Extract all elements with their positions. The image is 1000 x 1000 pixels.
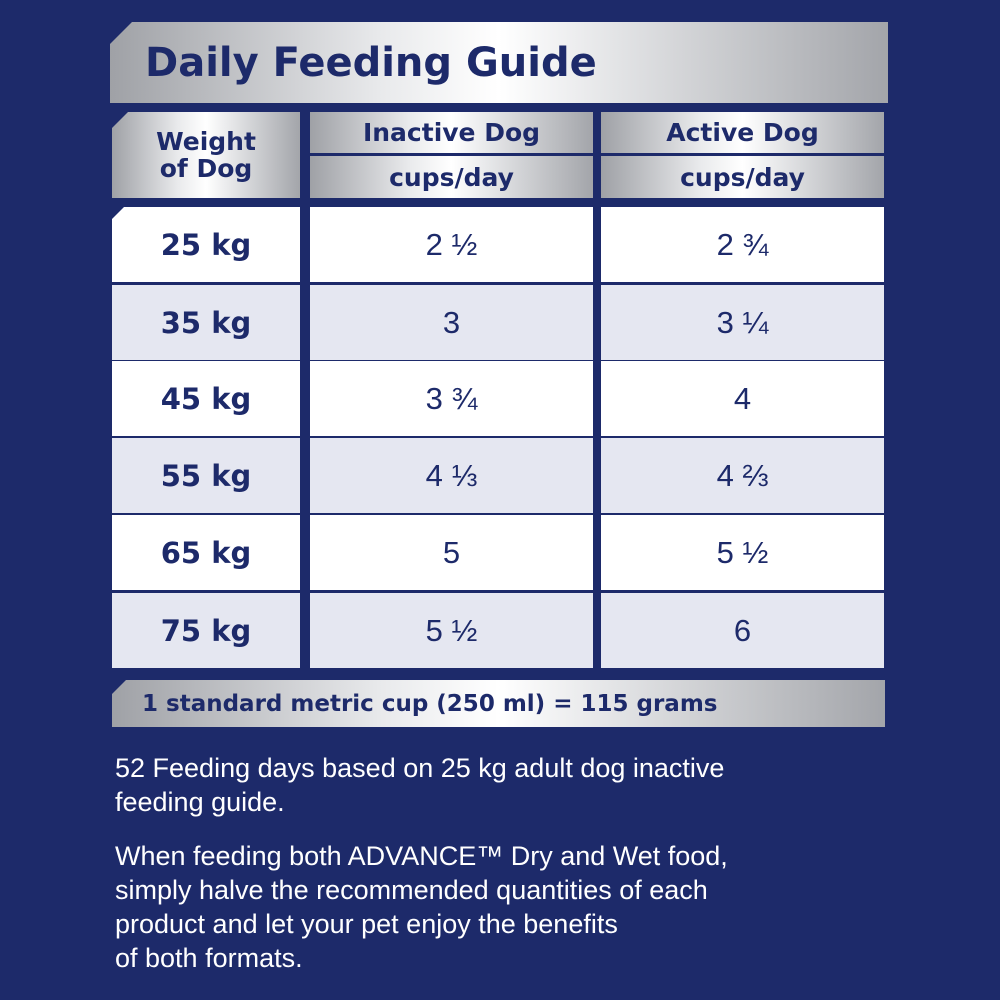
inactive-unit: cups/day (310, 156, 593, 198)
inactive-header: Inactive Dog (310, 112, 593, 153)
amount-cell: 3 ¾ (310, 361, 593, 436)
header-line: of Dog (159, 154, 253, 183)
weight-cell: 65 kg (112, 515, 300, 590)
note-line: product and let your pet enjoy the benef… (115, 909, 618, 939)
title-band: Daily Feeding Guide (110, 22, 888, 103)
amount-cell: 4 ⅔ (601, 438, 884, 513)
note-line: When feeding both ADVANCE™ Dry and Wet f… (115, 841, 728, 871)
amount-cell: 5 ½ (310, 593, 593, 668)
weight-cell: 75 kg (112, 593, 300, 668)
weight-cell: 35 kg (112, 285, 300, 360)
note-line: 52 Feeding days based on 25 kg adult dog… (115, 753, 725, 783)
amount-cell: 6 (601, 593, 884, 668)
amount-cell: 5 ½ (601, 515, 884, 590)
weight-cell: 55 kg (112, 438, 300, 513)
note-line: of both formats. (115, 943, 303, 973)
active-header: Active Dog (601, 112, 884, 153)
active-unit: cups/day (601, 156, 884, 198)
amount-cell: 4 ⅓ (310, 438, 593, 513)
amount-cell: 2 ¾ (601, 207, 884, 282)
footnote-band: 1 standard metric cup (250 ml) = 115 gra… (112, 680, 885, 727)
note-line: simply halve the recommended quantities … (115, 875, 708, 905)
weight-cell: 45 kg (112, 361, 300, 436)
header-line: Weight (156, 127, 256, 156)
amount-cell: 5 (310, 515, 593, 590)
note-line: feeding guide. (115, 787, 285, 817)
amount-cell: 3 ¼ (601, 285, 884, 360)
footnote: 1 standard metric cup (250 ml) = 115 gra… (142, 690, 718, 717)
amount-cell: 4 (601, 361, 884, 436)
weight-cell: 25 kg (112, 207, 300, 282)
amount-cell: 3 (310, 285, 593, 360)
weight-header: Weight of Dog (112, 112, 300, 198)
title: Daily Feeding Guide (145, 39, 597, 86)
amount-cell: 2 ½ (310, 207, 593, 282)
